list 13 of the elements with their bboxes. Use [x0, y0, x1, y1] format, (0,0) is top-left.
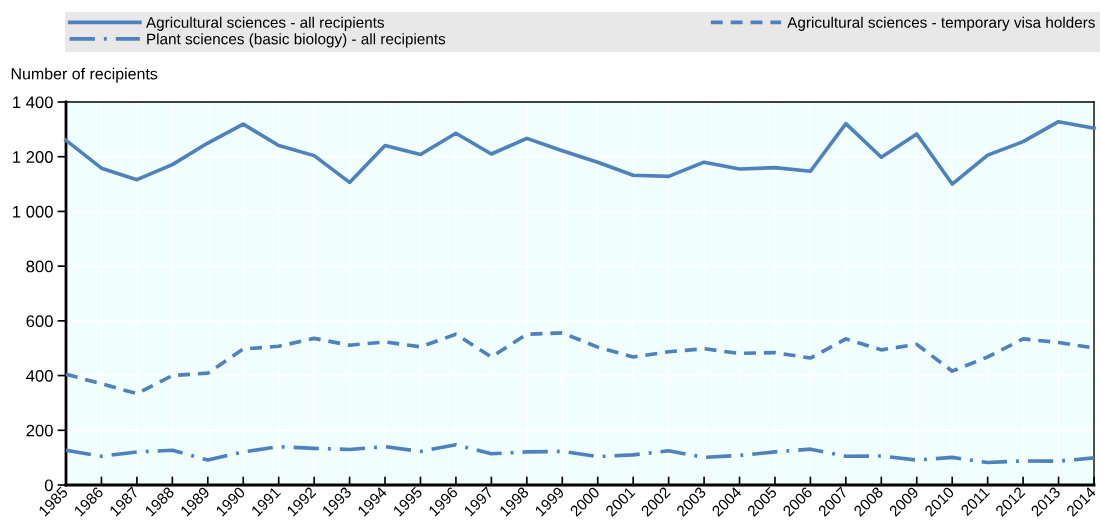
legend-label: Agricultural sciences - temporary visa holders — [787, 16, 1095, 31]
legend-label: Plant sciences (basic biology) - all recipients — [147, 33, 446, 48]
y-tick-label: 200 — [26, 424, 53, 437]
legend-label: Agricultural sciences - all recipients — [146, 16, 385, 31]
y-axis-title: Number of recipients — [11, 67, 158, 83]
y-tick-label: 800 — [26, 260, 53, 273]
y-tick-label: 400 — [26, 369, 53, 382]
y-tick-label: 600 — [26, 315, 53, 328]
line-series — [64, 442, 1096, 465]
y-tick-label: 1 000 — [13, 205, 53, 218]
y-tick-label: 1 200 — [13, 151, 53, 163]
line-series — [64, 119, 1096, 186]
y-tick-label: 1 400 — [13, 96, 53, 109]
